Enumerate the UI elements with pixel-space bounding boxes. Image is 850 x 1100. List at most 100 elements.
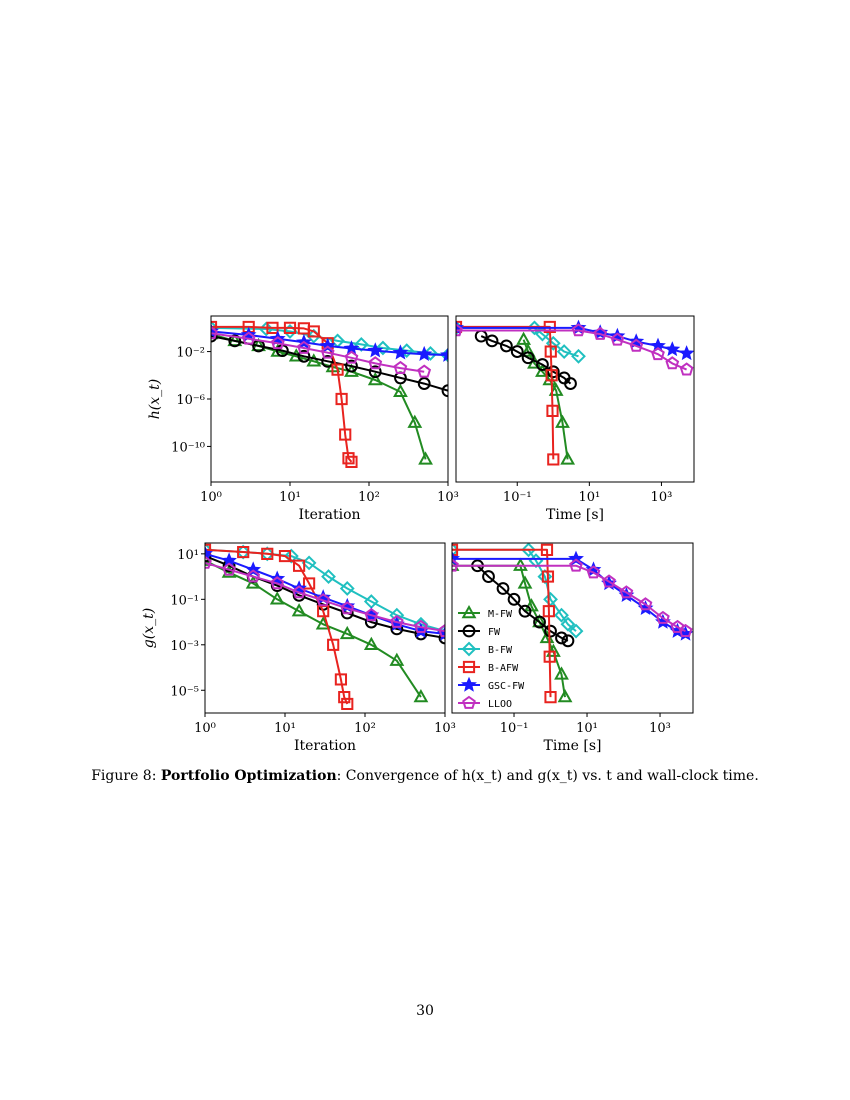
x-tick-label: 10² (354, 721, 376, 736)
x-tick-label: 10³ (649, 721, 671, 736)
x-tick-label: 10³ (434, 721, 456, 736)
data-point (345, 455, 358, 468)
data-point (527, 320, 542, 336)
data-point (518, 604, 532, 618)
data-point (541, 570, 555, 583)
data-point (414, 619, 428, 633)
data-point (678, 345, 694, 361)
data-point (555, 414, 570, 428)
data-point (679, 362, 694, 376)
panel-g-time: 10⁻¹ 10¹ 10³ Time [s] M-FW FW B-FW B-AFW GSC-FW L… (451, 542, 694, 754)
series-b-afw (205, 543, 354, 711)
data-point (339, 581, 355, 596)
data-point (510, 345, 524, 358)
data-point (237, 545, 250, 559)
x-tick-label: 10⁰ (194, 721, 216, 736)
legend: M-FW FW B-FW B-AFW GSC-FW LLOO (458, 604, 525, 710)
y-tick-label: 10¹ (177, 548, 199, 563)
data-point (543, 650, 556, 663)
data-point (452, 543, 460, 558)
data-point (586, 565, 601, 579)
data-point (364, 607, 379, 622)
data-point (339, 625, 355, 640)
data-point (602, 574, 616, 588)
axes-frame (204, 542, 446, 714)
data-point (367, 371, 383, 386)
data-point (544, 624, 557, 638)
plot-area (211, 320, 448, 468)
plot-area (205, 543, 445, 711)
data-point (344, 350, 359, 364)
data-point (482, 570, 495, 583)
series-line (452, 548, 552, 698)
data-point (278, 549, 292, 563)
series-line (205, 559, 422, 698)
data-point (651, 346, 665, 361)
data-point (485, 334, 499, 348)
data-point (610, 332, 625, 346)
series-line (452, 557, 686, 635)
data-point (438, 623, 445, 637)
legend-marker (461, 641, 477, 657)
data-point (363, 636, 379, 650)
axes-frame (455, 315, 695, 483)
y-tick-label: 10⁻¹⁰ (171, 440, 205, 455)
data-point (392, 344, 409, 360)
data-point (593, 326, 608, 340)
series-line (456, 325, 555, 460)
legend-label: M-FW (488, 609, 513, 620)
x-axis-label: Time [s] (546, 507, 604, 523)
data-point (269, 591, 285, 605)
series-line (205, 561, 445, 633)
data-point (452, 558, 459, 572)
data-point (302, 577, 316, 590)
data-point (521, 351, 535, 365)
axes-frame (451, 542, 694, 714)
data-point (555, 631, 568, 645)
data-point (292, 585, 306, 599)
page-number: 30 (416, 1003, 434, 1019)
data-point (571, 323, 586, 337)
data-point (342, 452, 355, 465)
series-lloo (211, 326, 432, 378)
data-point (569, 558, 583, 572)
data-point (389, 652, 405, 666)
data-point (535, 363, 550, 377)
data-point (205, 555, 212, 569)
data-point (545, 335, 561, 351)
data-point (338, 691, 351, 704)
data-point (297, 349, 311, 363)
data-point (270, 576, 285, 590)
series-b-fw (452, 543, 584, 639)
data-point (452, 543, 459, 556)
data-point (542, 605, 555, 618)
x-tick-label: 10¹ (274, 721, 296, 736)
data-point (242, 320, 255, 334)
legend-item: B-FW (458, 641, 513, 657)
data-point (327, 638, 340, 651)
data-point (496, 582, 510, 595)
x-tick-label: 10³ (437, 490, 459, 505)
data-point (334, 673, 348, 686)
data-point (393, 360, 408, 374)
data-point (664, 341, 681, 357)
data-point (546, 404, 559, 417)
data-point (393, 383, 408, 398)
data-point (521, 543, 536, 558)
data-point (211, 320, 219, 336)
y-tick-label: 10⁻⁶ (176, 393, 205, 408)
data-point (292, 559, 306, 572)
data-point (568, 623, 584, 639)
y-tick-label: 10⁻² (176, 346, 205, 361)
data-point (554, 607, 569, 623)
data-point (241, 331, 256, 345)
data-point (441, 384, 448, 398)
data-point (283, 321, 297, 334)
data-point (228, 334, 242, 348)
data-point (546, 365, 560, 379)
legend-marker (461, 676, 477, 692)
x-tick-label: 10¹ (576, 721, 598, 736)
caption-prefix: Figure 8: (91, 768, 161, 784)
panel-h-time: 10⁻¹ 10¹ 10³ Time [s] (455, 315, 695, 523)
x-tick-label: 10² (358, 490, 380, 505)
